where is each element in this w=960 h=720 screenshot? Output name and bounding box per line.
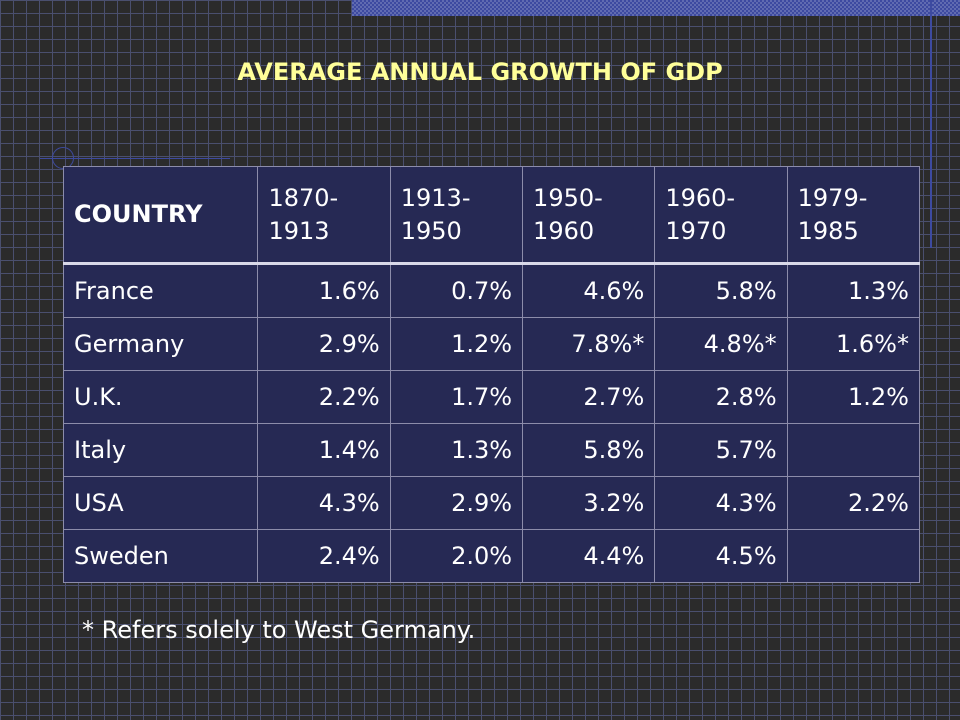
country-name: France [62,263,259,318]
growth-value: 2.9% [257,317,391,371]
growth-value: 4.6% [522,263,656,318]
footnote: * Refers solely to West Germany. [82,616,476,644]
growth-value: 2.9% [389,476,524,530]
decorative-horizontal-line [40,158,230,159]
column-header-period: 1950- 1960 [522,166,656,265]
growth-value: 2.8% [654,370,788,424]
column-header-period: 1870- 1913 [257,166,391,265]
growth-value: 2.2% [257,370,391,424]
column-header-period: 1979- 1985 [786,166,921,265]
table-row: USA 4.3% 2.9% 3.2% 4.3% 2.2% [62,476,921,530]
growth-value: 1.3% [786,263,921,318]
growth-value: 4.3% [654,476,788,530]
growth-value: 1.6% [257,263,391,318]
growth-value: 1.2% [389,317,524,371]
growth-value: 4.5% [654,529,788,583]
table-row: Sweden 2.4% 2.0% 4.4% 4.5% [62,529,921,583]
gdp-growth-table: COUNTRY 1870- 1913 1913- 1950 1950- 1960… [62,166,921,583]
growth-value: 5.8% [522,423,656,477]
growth-value: 4.4% [522,529,656,583]
growth-value: 1.7% [389,370,524,424]
table-row: Italy 1.4% 1.3% 5.8% 5.7% [62,423,921,477]
growth-value: 1.3% [389,423,524,477]
growth-value: 5.8% [654,263,788,318]
country-name: USA [62,476,259,530]
table-row: Germany 2.9% 1.2% 7.8%* 4.8%* 1.6%* [62,317,921,371]
growth-value: 2.4% [257,529,391,583]
slide-title: AVERAGE ANNUAL GROWTH OF GDP [237,58,723,86]
column-header-period: 1960- 1970 [654,166,788,265]
country-name: Germany [62,317,259,371]
growth-value: 2.0% [389,529,524,583]
column-header-period: 1913- 1950 [389,166,524,265]
decorative-top-band [352,0,960,16]
growth-value [786,423,921,477]
column-header-country: COUNTRY [62,166,259,265]
growth-value: 1.2% [786,370,921,424]
growth-value: 1.6%* [786,317,921,371]
country-name: U.K. [62,370,259,424]
growth-value: 4.8%* [654,317,788,371]
decorative-vertical-line [930,0,932,248]
growth-value: 7.8%* [522,317,656,371]
growth-value: 5.7% [654,423,788,477]
table-row: U.K. 2.2% 1.7% 2.7% 2.8% 1.2% [62,370,921,424]
growth-value: 2.7% [522,370,656,424]
growth-value: 4.3% [257,476,391,530]
country-name: Italy [62,423,259,477]
growth-value: 3.2% [522,476,656,530]
table-header-row: COUNTRY 1870- 1913 1913- 1950 1950- 1960… [62,166,921,265]
growth-value [786,529,921,583]
growth-value: 1.4% [257,423,391,477]
table-row: France 1.6% 0.7% 4.6% 5.8% 1.3% [62,263,921,318]
growth-value: 2.2% [786,476,921,530]
growth-value: 0.7% [389,263,524,318]
country-name: Sweden [62,529,259,583]
